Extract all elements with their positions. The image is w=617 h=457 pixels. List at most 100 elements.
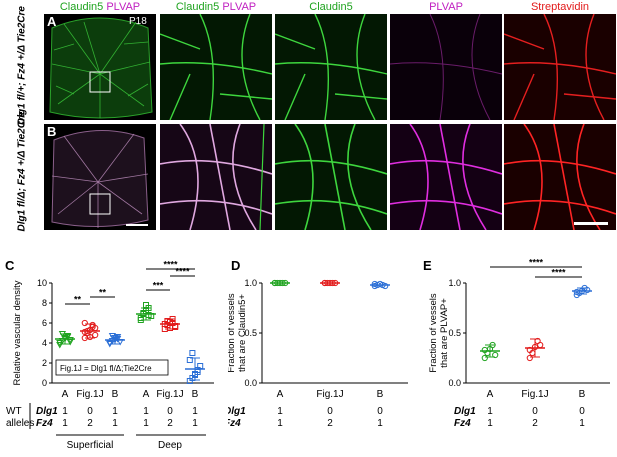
table-title-line1: WT [6,406,22,417]
net-b-merge [160,124,272,230]
category-label: A [277,389,284,400]
data-point [537,341,544,349]
significance-label: **** [551,268,566,278]
table-value: 1 [112,418,118,429]
header-col2-plvap: PLVAP [222,1,257,13]
chart-d-claudin5-fraction: 0.0 0.5 1.0 Fraction of vessels that are Cla… [228,278,408,429]
category-label: Fig.1J [521,389,548,400]
table-gene-label: Dlg1 [454,406,476,417]
header-col4: PLVAP [429,1,463,13]
significance-label: ** [74,295,82,305]
data-point [81,319,88,327]
table-value: 1 [192,406,198,417]
table-value: 0 [579,406,585,417]
table-gene-label: Dlg1 [228,406,246,417]
table-value: 1 [487,418,493,429]
net-b-claudin5 [275,124,387,230]
micrograph-b-claudin5 [275,124,387,230]
table-value: 1 [62,406,68,417]
micrograph-a-streptavidin [504,14,616,120]
micrograph-b-streptavidin [504,124,616,230]
legend-note-box [55,359,169,376]
table-gene-label: Fz4 [36,418,53,429]
category-label: Fig.1J [156,389,183,400]
group-label-superficial: Superficial [67,440,114,451]
y-tick-label: 1.0 [244,278,257,288]
y-tick-label: 0.5 [244,328,257,338]
significance-label: *** [153,281,164,291]
header-col2: Claudin5 PLVAP [160,1,272,13]
y-axis-label: Fraction of vessels [428,293,439,372]
table-value: 1 [377,418,383,429]
table-value: 1 [579,418,585,429]
table-value: 1 [112,406,118,417]
table-value: 0 [327,406,333,417]
legend-note: Fig.1J = Dlg1 fl/Δ;Tie2Cre [60,364,152,373]
micrograph-a-merge [160,14,272,120]
table-gene-label: Dlg1 [36,406,58,417]
table-value: 2 [87,418,93,429]
row-label-b: Dlg1 fl/Δ; Fz4 +/Δ Tie2Cre [16,111,28,232]
header-col1-plvap: PLVAP [106,1,141,13]
net-a-streptavidin [504,14,616,120]
category-label: B [192,389,199,400]
data-point [481,346,488,354]
table-value: 1 [143,418,149,429]
y-axis-label: that are PLVAP+ [439,298,450,368]
table-gene-label: Fz4 [228,418,241,429]
group-label-deep: Deep [158,440,182,451]
y-axis-label: Fraction of vessels [228,293,237,372]
y-tick-label: 10 [37,278,47,288]
header-col2-claudin5: Claudin5 [175,1,220,13]
micrograph-b-merge [160,124,272,230]
data-point [492,351,499,359]
retina-a-drawing [49,17,153,119]
table-value: 0 [377,406,383,417]
retina-b-drawing [51,130,149,228]
table-value: 2 [327,418,333,429]
data-point [189,350,196,356]
table-value: 1 [143,406,149,417]
y-tick-label: 2 [42,358,47,368]
table-value: 1 [62,418,68,429]
micrograph-b-whole-retina [44,124,156,230]
category-label: Fig.1J [316,389,343,400]
table-value: 1 [277,406,283,417]
significance-label: **** [529,258,544,268]
chart-e-plvap-fraction: 0.0 0.5 1.0 Fraction of vessels that are PLV… [428,258,610,429]
category-label: B [112,389,119,400]
data-point [481,354,488,362]
category-label: A [62,389,69,400]
panel-letter-e: E [423,258,432,273]
data-point [526,354,533,362]
data-point [573,288,580,296]
net-b-streptavidin [504,124,616,230]
category-label: B [377,389,384,400]
category-label: Fig.1J [76,389,103,400]
panel-letter-a: A [47,14,57,29]
table-value: 0 [167,406,173,417]
panel-letter-b: B [47,124,57,139]
y-tick-label: 4 [42,338,47,348]
y-tick-label: 1.0 [448,278,461,288]
net-a-merge [160,14,272,120]
age-label: P18 [129,16,147,27]
data-point [371,280,378,288]
header-col5: Streptavidin [530,1,590,13]
y-tick-label: 8 [42,298,47,308]
y-axis-label: that are Claudin5+ [237,294,248,372]
micrograph-a-whole-retina [44,14,156,120]
significance-label: **** [175,267,190,277]
significance-label: **** [163,260,178,270]
y-tick-label: 0.0 [244,378,257,388]
micrograph-a-plvap [390,14,502,120]
category-label: A [487,389,494,400]
micrograph-a-claudin5 [275,14,387,120]
data-point [186,357,193,363]
net-a-claudin5 [275,14,387,120]
header-col1-claudin5: Claudin5 [59,1,104,13]
micrograph-b-plvap [390,124,502,230]
header-col3: Claudin5 [309,1,353,13]
table-value: 1 [277,418,283,429]
